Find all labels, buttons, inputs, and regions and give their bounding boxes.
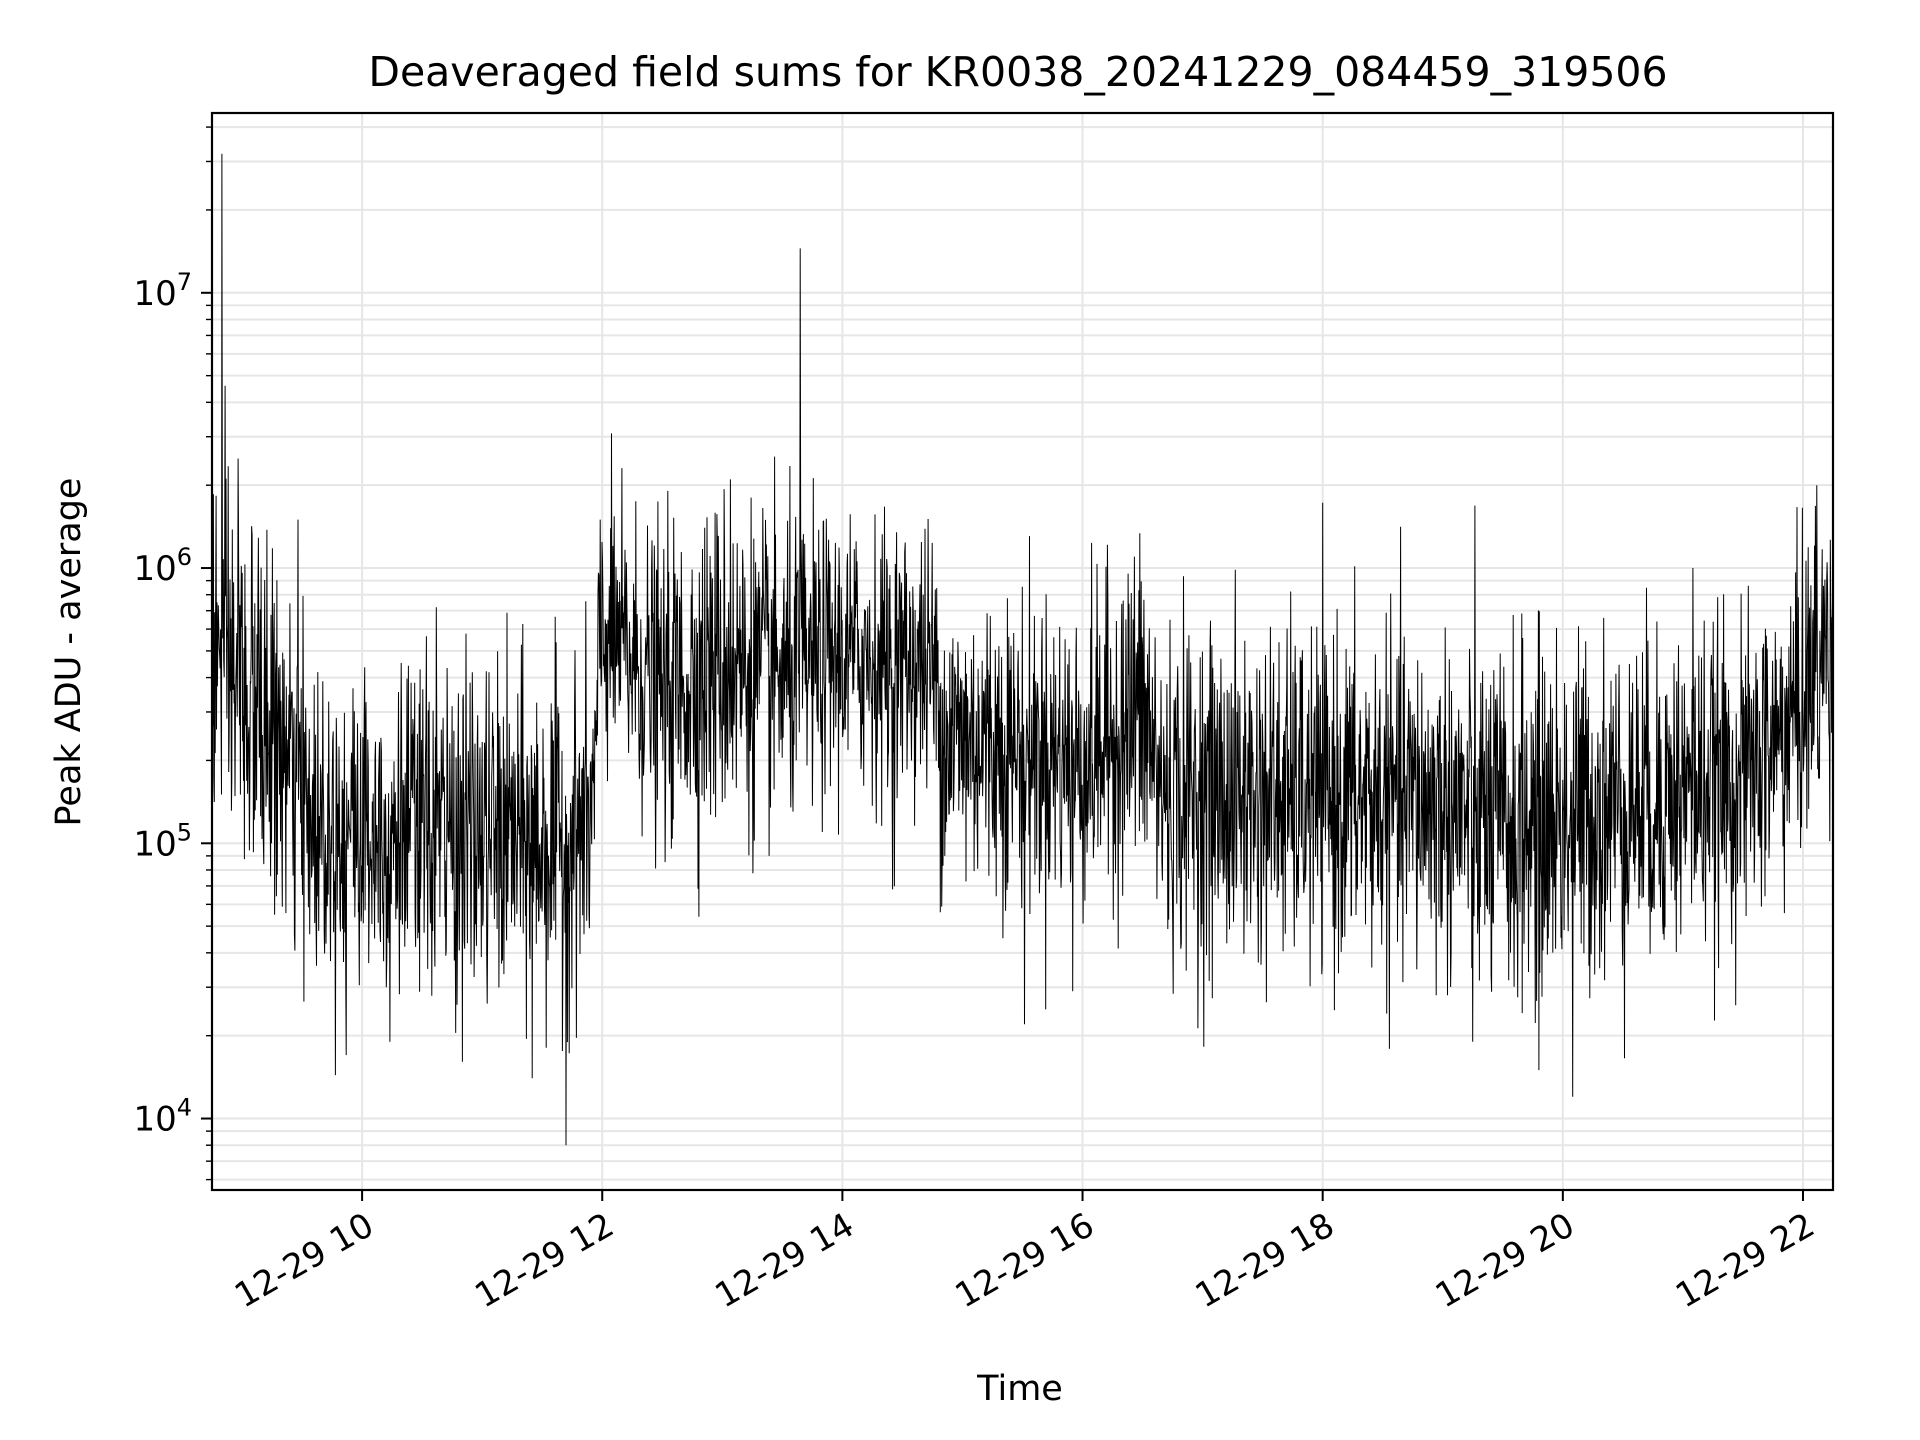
y-tick-exponent: 6 xyxy=(177,543,192,571)
y-tick-exponent: 4 xyxy=(177,1094,192,1122)
y-axis-label: Peak ADU - average xyxy=(49,478,89,827)
y-tick-exponent: 5 xyxy=(177,818,192,846)
y-tick-base: 10 xyxy=(133,549,176,589)
y-tick-exponent: 7 xyxy=(177,268,192,296)
y-tick-base: 10 xyxy=(133,1100,176,1140)
y-tick-label: 106 xyxy=(133,543,192,589)
x-axis-label: Time xyxy=(976,1369,1063,1409)
chart-title: Deaveraged field sums for KR0038_2024122… xyxy=(368,48,1667,96)
series-line xyxy=(211,153,1834,1146)
y-tick-base: 10 xyxy=(133,824,176,864)
y-tick-base: 10 xyxy=(133,274,176,314)
y-tick-label: 107 xyxy=(133,268,192,314)
data-line xyxy=(211,153,1834,1146)
y-tick-label: 105 xyxy=(133,818,192,864)
y-tick-label: 104 xyxy=(133,1094,192,1140)
